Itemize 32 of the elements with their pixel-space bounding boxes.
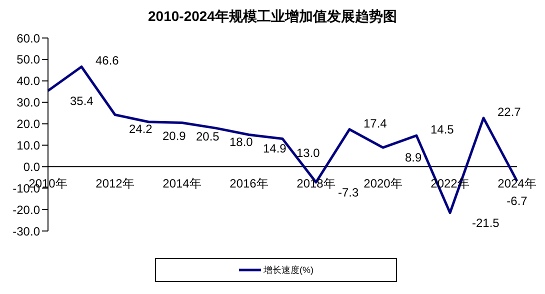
text: 8.9 <box>405 150 422 165</box>
text: 18.0 <box>230 135 253 150</box>
legend-label: 增长速度(%) <box>264 264 314 276</box>
text: 20.5 <box>196 130 220 144</box>
y-tick-label: -30.0 <box>12 224 40 238</box>
text: 46.6 <box>96 54 119 68</box>
text: -6.7 <box>506 194 528 208</box>
x-tick-label: 2012年 <box>96 176 134 190</box>
y-tick-label: 40.0 <box>16 74 40 88</box>
text: -7.3 <box>338 185 359 200</box>
y-tick-label: 0.0 <box>23 160 40 174</box>
y-tick-label: -20.0 <box>12 202 40 217</box>
text: -21.5 <box>472 216 500 230</box>
text: 20.9 <box>162 128 186 143</box>
x-tick-label: 2020年 <box>364 176 402 190</box>
y-tick-label: 60.0 <box>16 31 40 46</box>
text: 22.7 <box>498 104 521 119</box>
x-tick-label: 2018年 <box>296 176 336 190</box>
y-tick-label: 20.0 <box>16 117 40 132</box>
text: 24.2 <box>129 122 152 136</box>
text: 14.9 <box>263 142 286 156</box>
x-tick-label: 2016年 <box>230 176 268 190</box>
text: 14.5 <box>430 122 454 137</box>
y-tick-label: 30.0 <box>16 96 40 110</box>
text: 13.0 <box>296 146 320 160</box>
x-tick-label: 2014年 <box>162 176 202 190</box>
y-tick-label: 50.0 <box>16 52 40 67</box>
text: 35.4 <box>70 94 94 108</box>
chart-title: 2010-2024年规模工业增加值发展趋势图 <box>147 8 398 26</box>
y-tick-label: 10.0 <box>16 138 40 152</box>
x-tick-label: 2024年 <box>498 176 536 190</box>
text: 17.4 <box>364 116 387 130</box>
